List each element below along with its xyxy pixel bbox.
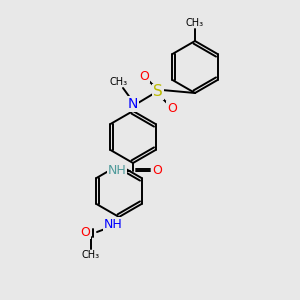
Text: NH: NH (103, 218, 122, 230)
Text: CH₃: CH₃ (110, 77, 128, 87)
Text: CH₃: CH₃ (186, 18, 204, 28)
Text: CH₃: CH₃ (82, 250, 100, 260)
Text: O: O (80, 226, 90, 238)
Text: O: O (167, 101, 177, 115)
Text: NH: NH (108, 164, 126, 178)
Text: O: O (139, 70, 149, 83)
Text: S: S (153, 85, 163, 100)
Text: N: N (128, 97, 138, 111)
Text: O: O (152, 164, 162, 178)
